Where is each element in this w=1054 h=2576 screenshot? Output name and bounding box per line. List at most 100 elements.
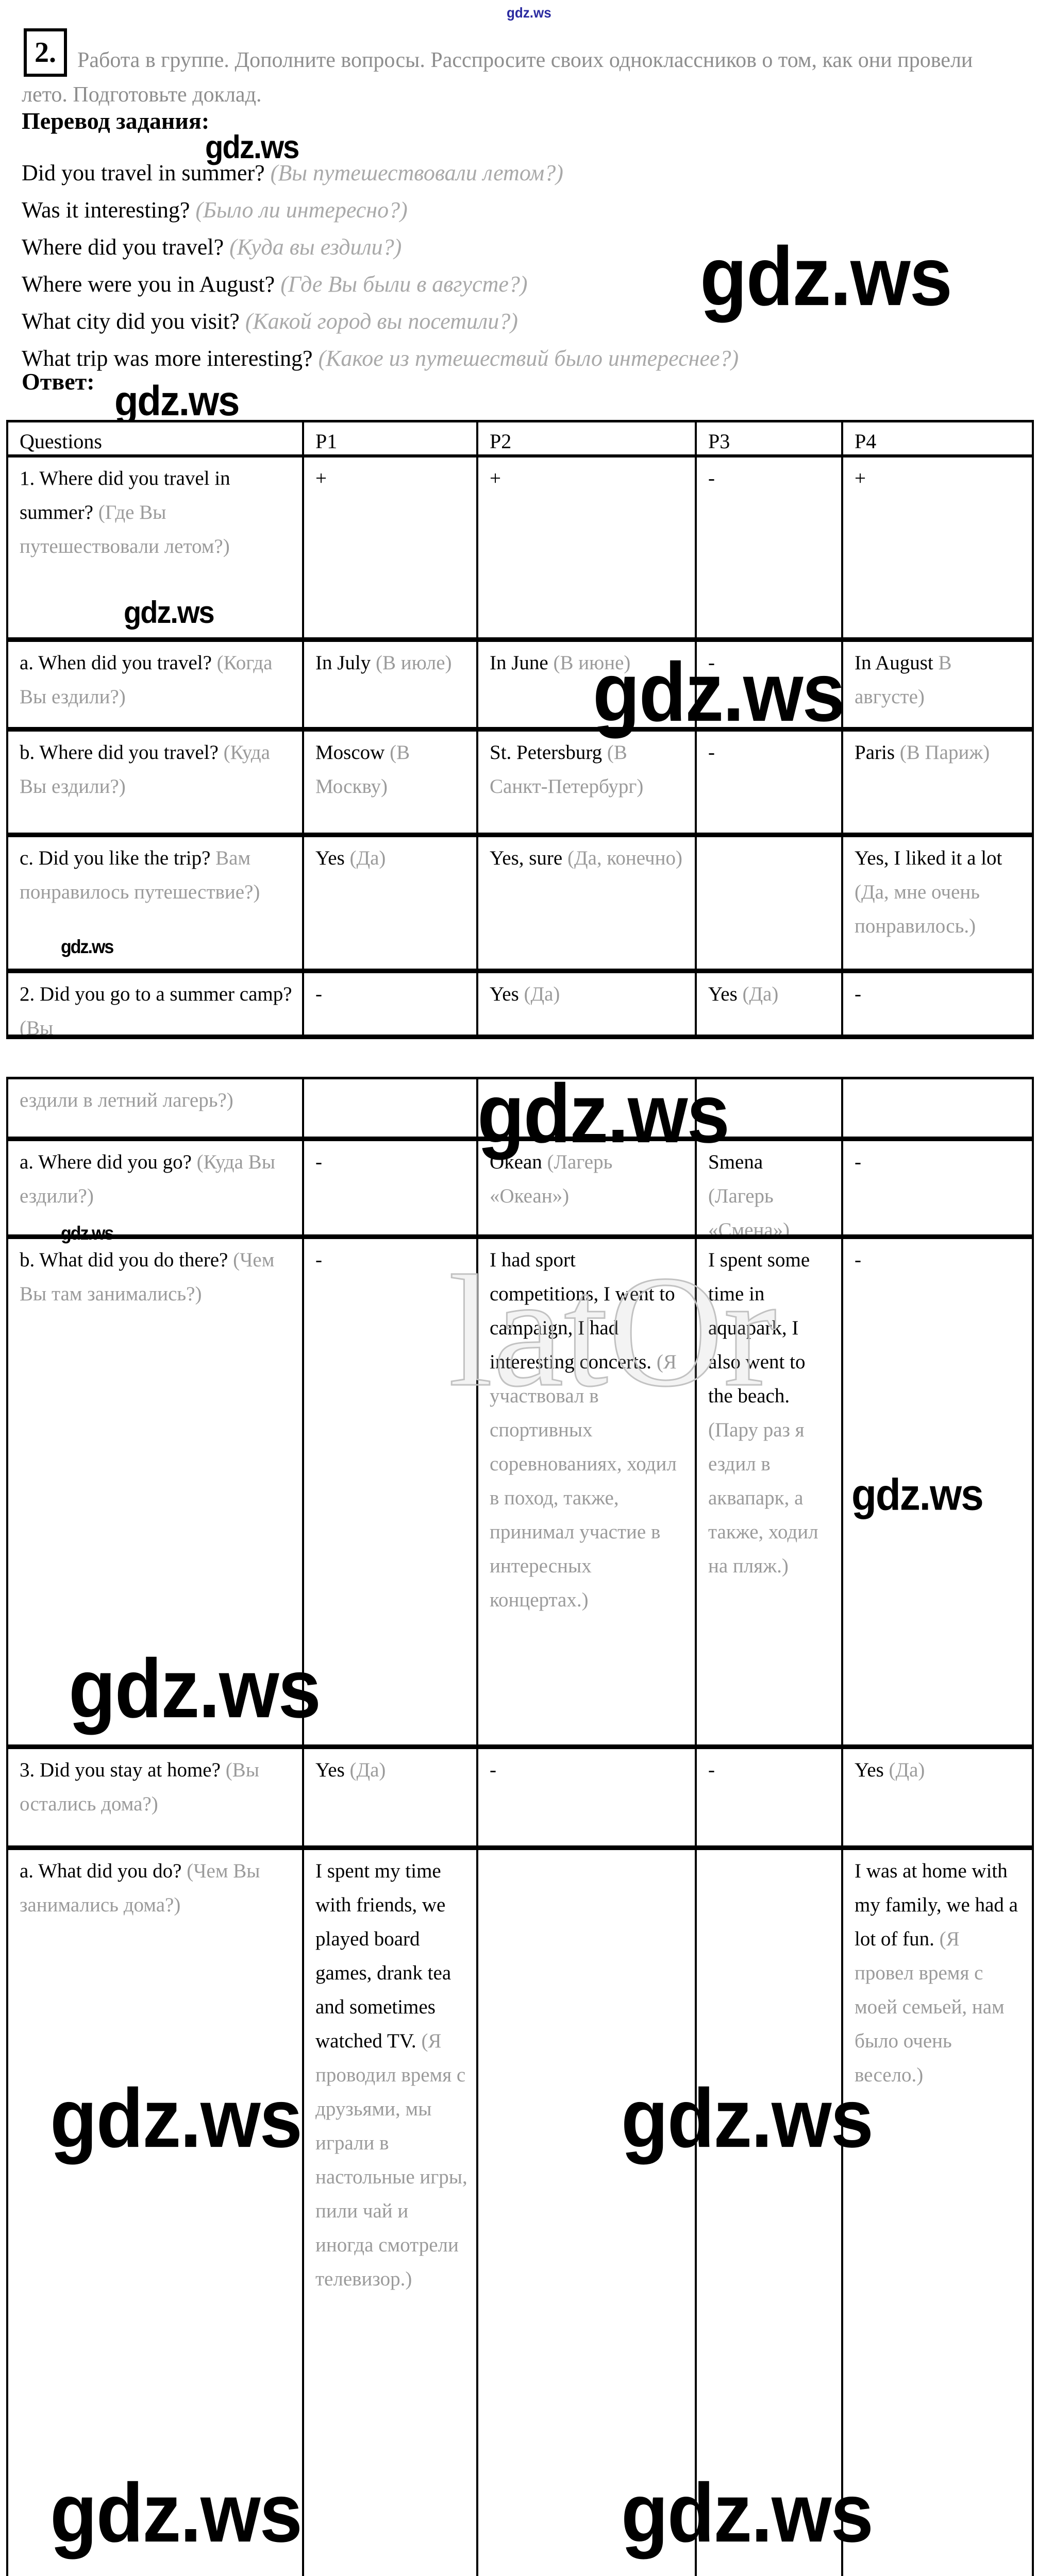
cell-p4: - (843, 1239, 1032, 1744)
cell-en: In August (855, 652, 933, 674)
translation-en: What trip was more interesting? (22, 346, 313, 371)
watermark-gdzws-large-1: gdz.ws (700, 229, 952, 323)
answer-heading: Ответ: (22, 368, 95, 395)
cell-en: - (708, 652, 715, 674)
cell-p2: I had sport competitions, I went to camp… (478, 1239, 697, 1744)
cell-question: b. What did you do there? (Чем Вы там за… (8, 1239, 304, 1744)
cell-ru: (В июле) (376, 652, 452, 674)
translation-ru: (Вы путешествовали летом?) (270, 160, 563, 185)
cell-p2: + (478, 457, 697, 637)
cell-en: - (315, 983, 322, 1005)
table-row-q1c: c. Did you like the trip? Вам понравилос… (8, 837, 1032, 973)
cell-question: b. Where did you travel? (Куда Вы ездили… (8, 732, 304, 833)
translation-en: Did you travel in summer? (22, 160, 265, 185)
translation-item: What city did you visit? (Какой город вы… (22, 303, 1032, 340)
task-text: Работа в группе. Дополните вопросы. Расс… (22, 48, 973, 107)
translation-item: Did you travel in summer? (Вы путешество… (22, 155, 1032, 192)
watermark-gdzws-large-3: gdz.ws (477, 1066, 730, 1160)
translation-ru: (Было ли интересно?) (195, 197, 408, 223)
cell-ru: (Да, мне очень понравилось.) (855, 881, 980, 937)
watermark-gdzws-small-2: gdz.ws (61, 1223, 114, 1244)
cell-en: - (855, 1151, 861, 1173)
cell-p4: Paris (В Париж) (843, 732, 1032, 833)
cell-en: b. What did you do there? (20, 1249, 228, 1271)
cell-ru: (Я участвовал в спортивных соревнованиях… (490, 1351, 677, 1611)
translation-ru: (Где Вы были в августе?) (280, 272, 528, 297)
cell-en: - (855, 983, 861, 1005)
cell-en: + (315, 467, 327, 489)
cell-p3: - (697, 1749, 843, 1845)
cell-en: c. Did you like the trip? (20, 847, 211, 869)
table-row-q1a: a. When did you travel? (Когда Вы ездили… (8, 642, 1032, 732)
cell-en: Okean (490, 1151, 542, 1173)
cell-en: 3. Did you stay at home? (20, 1759, 221, 1781)
cell-en: - (708, 741, 715, 764)
cell-p2 (478, 1850, 697, 2576)
cell-en: a. Where did you go? (20, 1151, 192, 1173)
cell-p2 (478, 1079, 697, 1137)
cell-p1: Yes (Да) (304, 1749, 478, 1845)
cell-ru: (Лагерь «Океан») (490, 1151, 613, 1207)
cell-p1: + (304, 457, 478, 637)
watermark-gdzws-under-heading: gdz.ws (205, 129, 299, 165)
cell-ru: (Когда Вы ездили?) (20, 652, 273, 708)
cell-ru: (В Санкт-Петербург) (490, 741, 644, 798)
cell-ru: (Пару раз я ездил в аквапарк, а также, х… (708, 1419, 818, 1577)
cell-p4: - (843, 1141, 1032, 1234)
cell-question: 2. Did you go to a summer camp? (Вы (8, 973, 304, 1035)
table-row-q2: 2. Did you go to a summer camp? (Вы - Ye… (8, 973, 1032, 1039)
header-p2: P2 (478, 422, 697, 454)
translation-en: Was it interesting? (22, 197, 190, 223)
cell-p1: I spent my time with friends, we played … (304, 1850, 478, 2576)
cell-ru: (Да) (889, 1759, 925, 1781)
cell-en: 1. Where did you travel in summer? (20, 467, 230, 523)
cell-en: I had sport competitions, I went to camp… (490, 1249, 675, 1373)
cell-ru: (Куда Вы ездили?) (20, 741, 270, 798)
cell-en: Yes (315, 847, 345, 869)
cell-p2: - (478, 1749, 697, 1845)
cell-ru: (Лагерь «Смена») (708, 1185, 790, 1234)
cell-p4: In August В августе) (843, 642, 1032, 727)
cell-p3: - (697, 732, 843, 833)
task-number: 2. (35, 37, 56, 69)
header-p3: P3 (697, 422, 843, 454)
cell-ru: (Да, конечно) (567, 847, 683, 869)
cell-en: a. When did you travel? (20, 652, 212, 674)
translation-item: What trip was more interesting? (Какое и… (22, 340, 1032, 377)
cell-en: - (708, 1759, 715, 1781)
cell-question: c. Did you like the trip? Вам понравилос… (8, 837, 304, 969)
table-row-q3a: a. What did you do? (Чем Вы занимались д… (8, 1850, 1032, 2576)
table-row-q2-continued: ездили в летний лагерь?) (8, 1079, 1032, 1141)
watermark-gdzws-medium-1: gdz.ws (851, 1469, 984, 1519)
cell-p2: St. Petersburg (В Санкт-Петербург) (478, 732, 697, 833)
cell-ru: (Да) (349, 847, 386, 869)
cell-ru: (Я проводил время с друзьями, мы играли … (315, 2030, 467, 2290)
cell-en: b. Where did you travel? (20, 741, 219, 764)
cell-p4: I was at home with my family, we had a l… (843, 1850, 1032, 2576)
cell-p4: + (843, 457, 1032, 637)
cell-en: + (855, 467, 866, 489)
translation-heading: Перевод задания: (22, 108, 210, 134)
watermark-gdzws-large-5: gdz.ws (50, 2071, 303, 2165)
cell-question: 3. Did you stay at home? (Вы остались до… (8, 1749, 304, 1845)
translation-ru: (Куда вы ездили?) (229, 234, 402, 260)
cell-en: + (490, 467, 501, 489)
cell-en: - (315, 1249, 322, 1271)
cell-en: Smena (708, 1151, 763, 1173)
cell-ru: (Куда Вы ездили?) (20, 1151, 275, 1207)
cell-en: - (490, 1759, 496, 1781)
cell-p1: - (304, 1141, 478, 1234)
cell-ru: (Где Вы путешествовали летом?) (20, 501, 230, 557)
cell-p3 (697, 1079, 843, 1137)
cell-question: ездили в летний лагерь?) (8, 1079, 304, 1137)
cell-p3: - (697, 642, 843, 727)
cell-ru: (В Париж) (899, 741, 990, 764)
translation-ru: (Какой город вы посетили?) (245, 309, 518, 334)
cell-p3: Smena (Лагерь «Смена») (697, 1141, 843, 1234)
watermark-gdzws-small-1: gdz.ws (61, 936, 114, 958)
table-row-q1: 1. Where did you travel in summer? (Где … (8, 457, 1032, 642)
cell-en: I spent some time in aquapark, I also we… (708, 1249, 810, 1407)
watermark-gdzws-large-2: gdz.ws (593, 645, 845, 739)
cell-p1: - (304, 1239, 478, 1744)
